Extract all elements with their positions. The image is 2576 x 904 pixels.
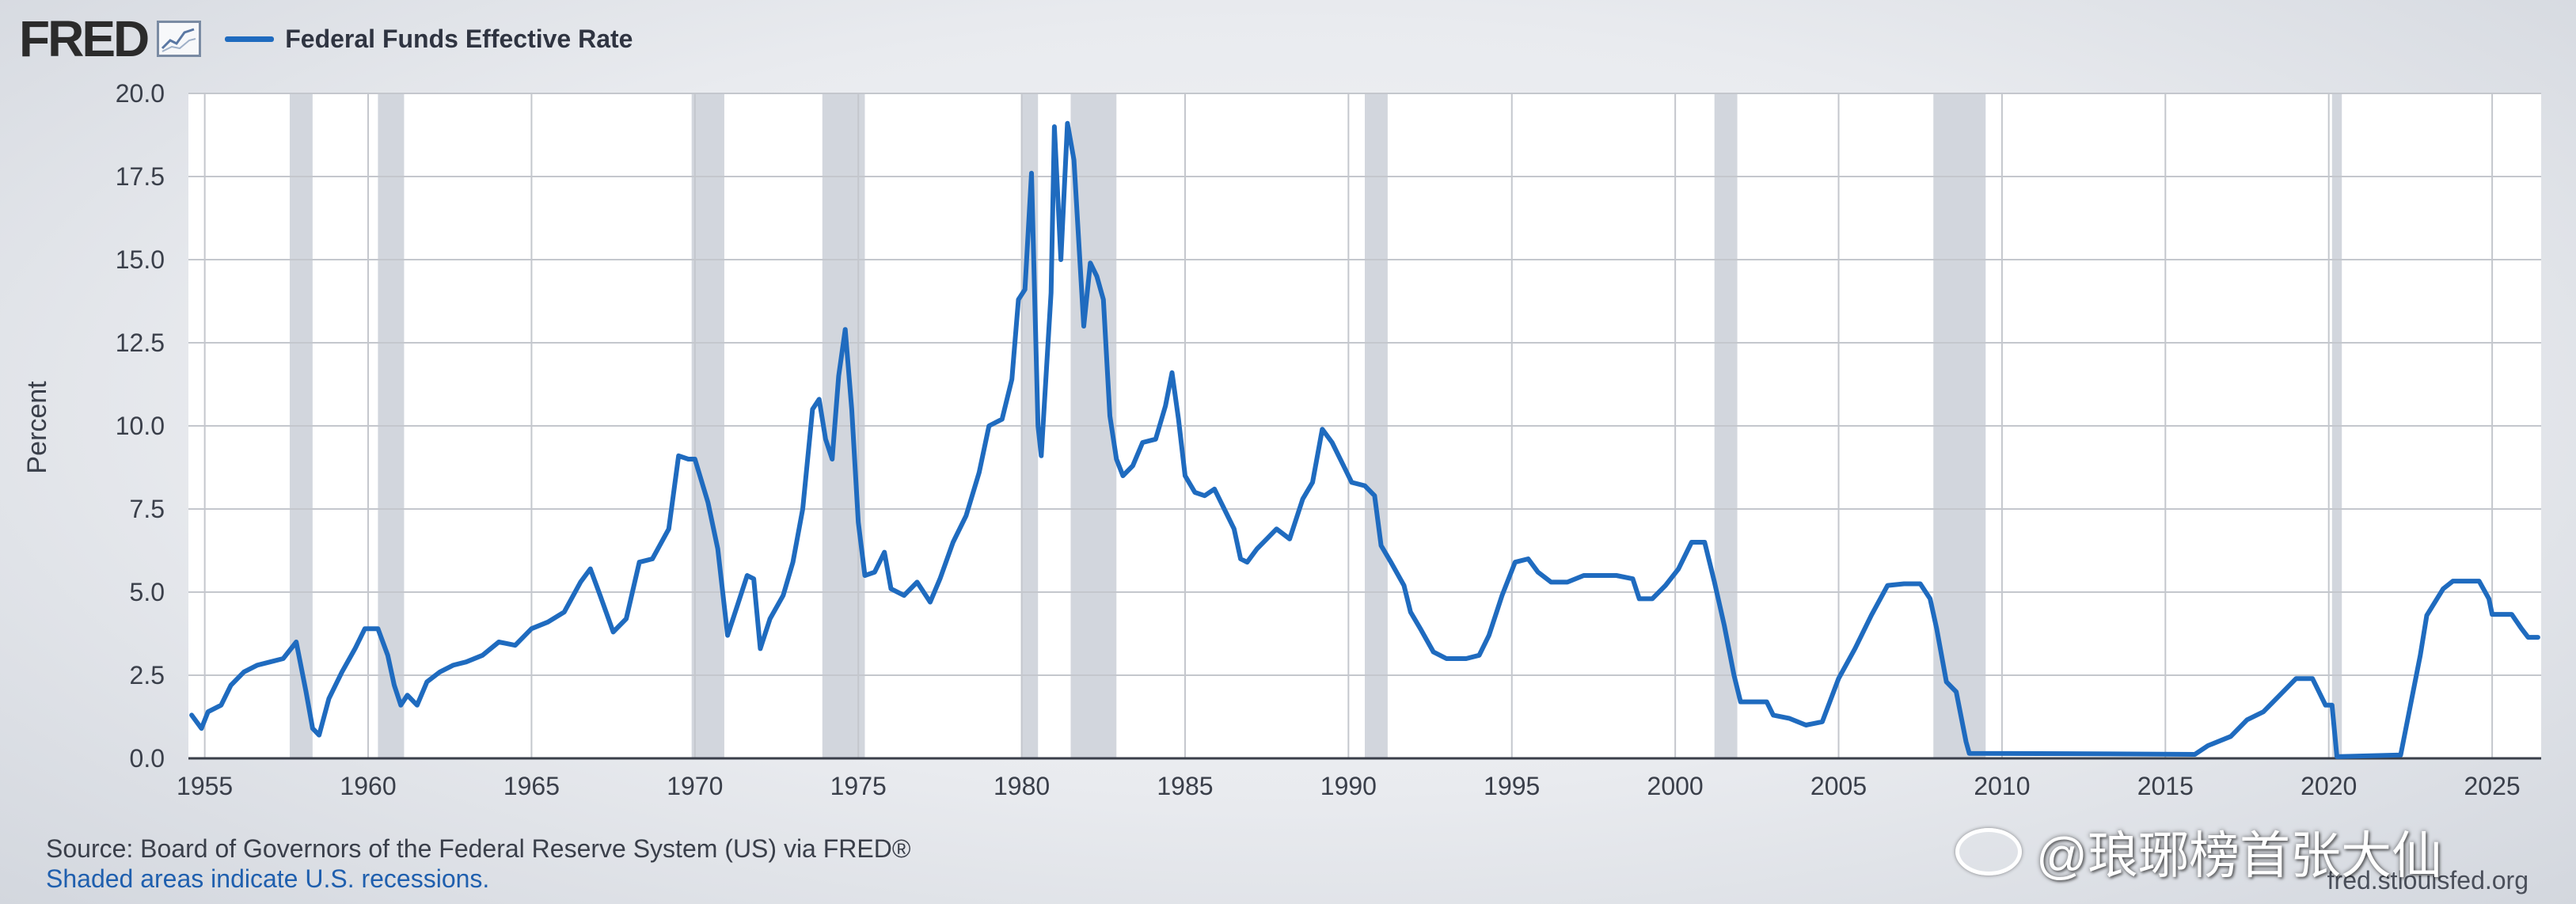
source-note: Source: Board of Governors of the Federa… bbox=[46, 834, 911, 863]
line-chart-icon[interactable] bbox=[157, 21, 202, 57]
y-tick-label: 10.0 bbox=[116, 412, 165, 440]
y-tick-label: 20.0 bbox=[116, 79, 165, 108]
x-tick-label: 1995 bbox=[1484, 772, 1540, 800]
y-axis-label: Percent bbox=[22, 381, 52, 474]
x-tick-label: 1990 bbox=[1320, 772, 1377, 800]
x-tick-label: 1955 bbox=[177, 772, 233, 800]
fred-url[interactable]: fred.stlouisfed.org bbox=[2327, 866, 2529, 895]
x-tick-label: 1960 bbox=[340, 772, 396, 800]
x-tick-label: 2000 bbox=[1647, 772, 1704, 800]
y-tick-label: 12.5 bbox=[116, 329, 165, 357]
watermark-text: @琅琊榜首张大仙 bbox=[2036, 827, 2442, 884]
y-tick-label: 0.0 bbox=[130, 744, 165, 773]
recession-note: Shaded areas indicate U.S. recessions. bbox=[46, 864, 490, 893]
y-tick-label: 7.5 bbox=[130, 495, 165, 523]
weibo-icon bbox=[1955, 828, 2022, 876]
x-tick-label: 1965 bbox=[503, 772, 560, 800]
x-tick-label: 2005 bbox=[1810, 772, 1867, 800]
y-tick-label: 15.0 bbox=[116, 245, 165, 274]
x-tick-label: 2015 bbox=[2137, 772, 2194, 800]
x-tick-label: 2020 bbox=[2301, 772, 2357, 800]
x-tick-label: 1980 bbox=[994, 772, 1050, 800]
series-line bbox=[189, 120, 2540, 759]
x-tick-label: 1975 bbox=[830, 772, 887, 800]
watermark: @琅琊榜首张大仙 bbox=[1955, 815, 2442, 888]
fred-logo[interactable]: FRED bbox=[19, 10, 150, 67]
chart-header: FRED Federal Funds Effective Rate bbox=[19, 11, 633, 66]
x-tick-label: 1985 bbox=[1157, 772, 1213, 800]
y-tick-label: 5.0 bbox=[130, 578, 165, 606]
x-tick-label: 2025 bbox=[2464, 772, 2520, 800]
legend-label: Federal Funds Effective Rate bbox=[285, 24, 633, 53]
legend: Federal Funds Effective Rate bbox=[225, 25, 633, 54]
x-tick-label: 1970 bbox=[667, 772, 723, 800]
x-tick-label: 2010 bbox=[1974, 772, 2030, 800]
y-tick-label: 17.5 bbox=[116, 162, 165, 191]
legend-swatch bbox=[225, 36, 275, 42]
y-tick-label: 2.5 bbox=[130, 661, 165, 689]
